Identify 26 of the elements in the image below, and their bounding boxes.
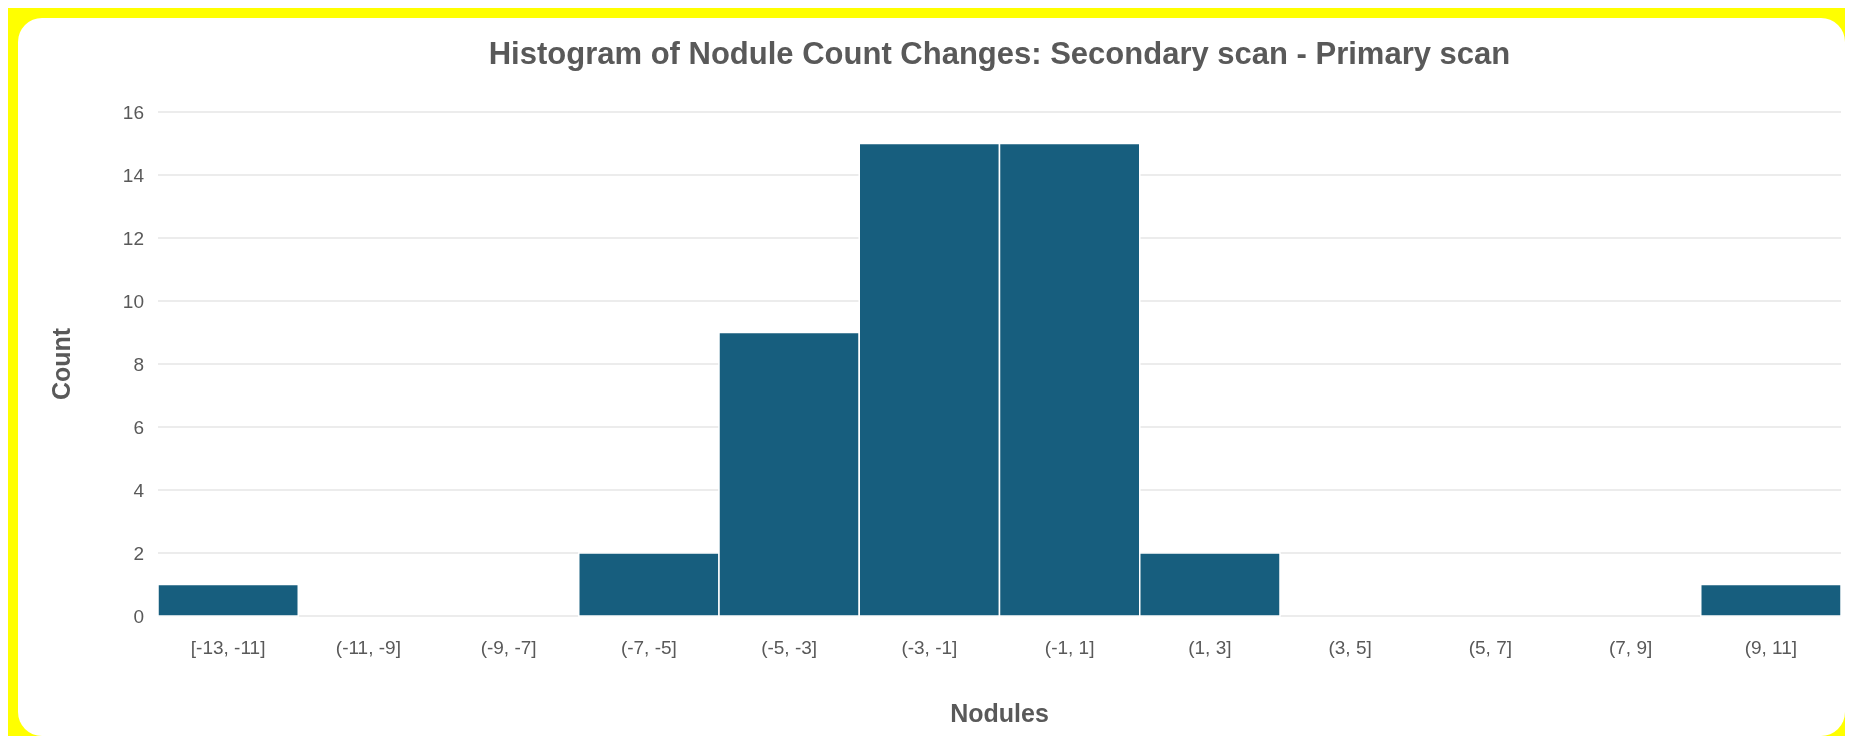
y-axis-title: Count	[47, 327, 75, 401]
x-tick-label: (1, 3]	[1188, 637, 1232, 658]
x-tick-label: (-11, -9]	[335, 637, 401, 658]
x-axis-title: Nodules	[950, 699, 1049, 727]
x-tick-label: (-7, -5]	[620, 637, 677, 658]
y-tick-label: 0	[133, 605, 144, 627]
x-tick-label: [-13, -11]	[190, 637, 266, 658]
y-tick-label: 2	[133, 542, 144, 564]
y-tick-label: 4	[133, 479, 145, 501]
x-tick-label: (7, 9]	[1608, 637, 1653, 658]
x-tick-label: (-1, 1]	[1044, 637, 1095, 658]
x-tick-label: (3, 5]	[1328, 637, 1372, 658]
y-tick-label: 6	[133, 416, 144, 438]
bar	[1700, 583, 1842, 617]
x-tick-label: (-5, -3]	[761, 637, 818, 658]
y-tick-label: 10	[122, 290, 144, 312]
x-tick-label: (5, 7]	[1468, 637, 1513, 658]
x-tick-label: (9, 11]	[1744, 637, 1798, 658]
x-tick-label: (-3, -1]	[901, 637, 958, 658]
bar	[157, 583, 299, 617]
y-tick-label: 14	[122, 164, 145, 186]
chart-title: Histogram of Nodule Count Changes: Secondary scan - Primary scan	[488, 36, 1511, 71]
y-tick-label: 16	[122, 101, 144, 123]
y-tick-label: 8	[133, 353, 144, 375]
y-tick-label: 12	[122, 227, 144, 249]
x-tick-label: (-9, -7]	[480, 637, 537, 658]
